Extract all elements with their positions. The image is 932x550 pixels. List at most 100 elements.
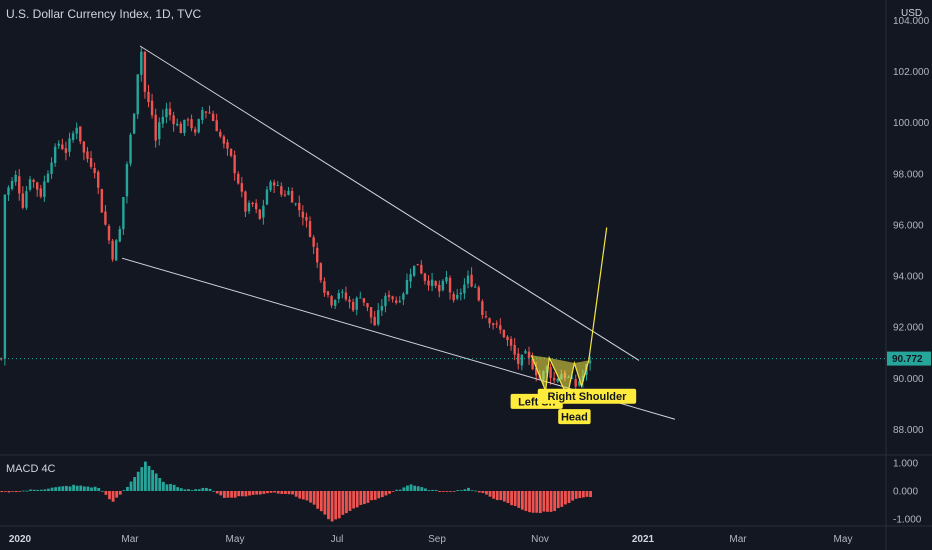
macd-bar: [506, 491, 510, 504]
macd-bar: [334, 491, 338, 520]
candle-body: [308, 221, 312, 237]
candle-body: [509, 338, 513, 346]
macd-bar: [291, 491, 294, 495]
annotation-box[interactable]: [537, 388, 637, 404]
macd-bar: [43, 489, 47, 491]
time-axis-tick: Jul: [331, 534, 344, 545]
candle-body: [75, 127, 78, 134]
macd-bar: [179, 488, 183, 491]
macd-bar: [3, 491, 7, 492]
candle-body: [351, 301, 355, 311]
candle-body: [258, 209, 261, 219]
macd-axis-tick: 0.000: [893, 487, 918, 498]
macd-bar: [151, 470, 154, 491]
candle-body: [448, 277, 452, 293]
macd-bar: [373, 491, 377, 500]
macd-bar: [578, 491, 582, 499]
macd-bar: [47, 488, 50, 491]
macd-bar: [100, 490, 104, 492]
candle-body: [527, 351, 531, 358]
candle-body: [283, 194, 287, 196]
candle-body: [359, 297, 362, 299]
candle-body: [193, 129, 197, 133]
candle-body: [262, 205, 265, 218]
candle-body: [520, 354, 524, 366]
annotation-box[interactable]: [558, 409, 591, 425]
macd-bar: [219, 491, 223, 496]
macd-bar: [362, 491, 366, 505]
candle-body: [158, 122, 161, 140]
macd-bar: [345, 491, 348, 514]
macd-bar: [284, 491, 287, 495]
macd-bar: [319, 491, 323, 512]
macd-bar: [226, 491, 230, 498]
candle-body: [165, 108, 168, 118]
macd-bar: [495, 491, 499, 501]
candle-body: [46, 173, 50, 183]
macd-bar: [413, 485, 417, 491]
macd-bar: [309, 491, 312, 503]
macd-bar: [581, 491, 585, 498]
trendline[interactable]: [139, 45, 640, 361]
macd-bar: [485, 491, 488, 495]
candle-body: [3, 194, 7, 359]
candle-body: [68, 138, 71, 152]
macd-bar: [294, 491, 298, 497]
candle-body: [254, 203, 258, 210]
indicator-label[interactable]: MACD 4C: [6, 463, 56, 475]
candle-body: [97, 171, 100, 188]
macd-bar: [205, 488, 208, 491]
candle-body: [276, 185, 279, 187]
macd-bar: [546, 491, 549, 512]
macd-bar: [589, 491, 592, 498]
candle-body: [423, 273, 427, 281]
pattern-fill: [531, 355, 550, 392]
candle-body: [588, 360, 592, 364]
macd-bar: [463, 489, 467, 491]
pattern-fill: [574, 360, 589, 386]
candle-body: [82, 141, 86, 153]
macd-bar: [388, 491, 391, 494]
macd-bar: [36, 489, 40, 491]
candle-body: [229, 148, 233, 156]
macd-bar: [269, 491, 273, 493]
macd-bar: [276, 491, 280, 494]
candle-body: [86, 151, 89, 159]
candle-body: [269, 181, 272, 191]
macd-bar: [434, 489, 438, 491]
currency-label[interactable]: USD: [901, 8, 923, 19]
axes: 88.000 90.000 92.000 94.000 96.000 98.000 100.…: [9, 16, 931, 545]
candle-body: [488, 318, 491, 324]
candle-body: [21, 193, 25, 208]
macd-bar: [208, 488, 212, 491]
macd-bar: [370, 491, 373, 501]
candle-body: [7, 187, 10, 196]
pattern-fill: [549, 357, 575, 397]
macd-bar: [359, 491, 363, 505]
macd-bar: [549, 491, 553, 512]
macd-bar: [395, 489, 399, 491]
candle-body: [491, 323, 495, 325]
candle-body: [201, 110, 204, 120]
chart-title: U.S. Dollar Currency Index, 1D, TVC: [6, 7, 202, 21]
pattern-line[interactable]: [530, 227, 608, 399]
candle-body: [470, 274, 473, 287]
candle-body: [179, 123, 182, 134]
macd-bar: [68, 486, 72, 491]
macd-bar: [50, 487, 54, 491]
candle-body: [531, 358, 534, 370]
macd-bar: [0, 491, 4, 493]
macd-bar: [420, 487, 424, 491]
candle-body: [301, 211, 305, 218]
candle-body: [237, 173, 240, 184]
price-axis-tick: 104.000: [893, 16, 930, 27]
candle-body: [79, 126, 82, 142]
candle-body: [114, 240, 118, 261]
macd-bar: [251, 491, 255, 495]
macd-axis-tick: -1.000: [893, 515, 922, 526]
macd-bar: [481, 491, 485, 494]
candle-body: [186, 119, 190, 121]
candle-body: [287, 190, 290, 195]
macd-histogram: [0, 461, 592, 522]
